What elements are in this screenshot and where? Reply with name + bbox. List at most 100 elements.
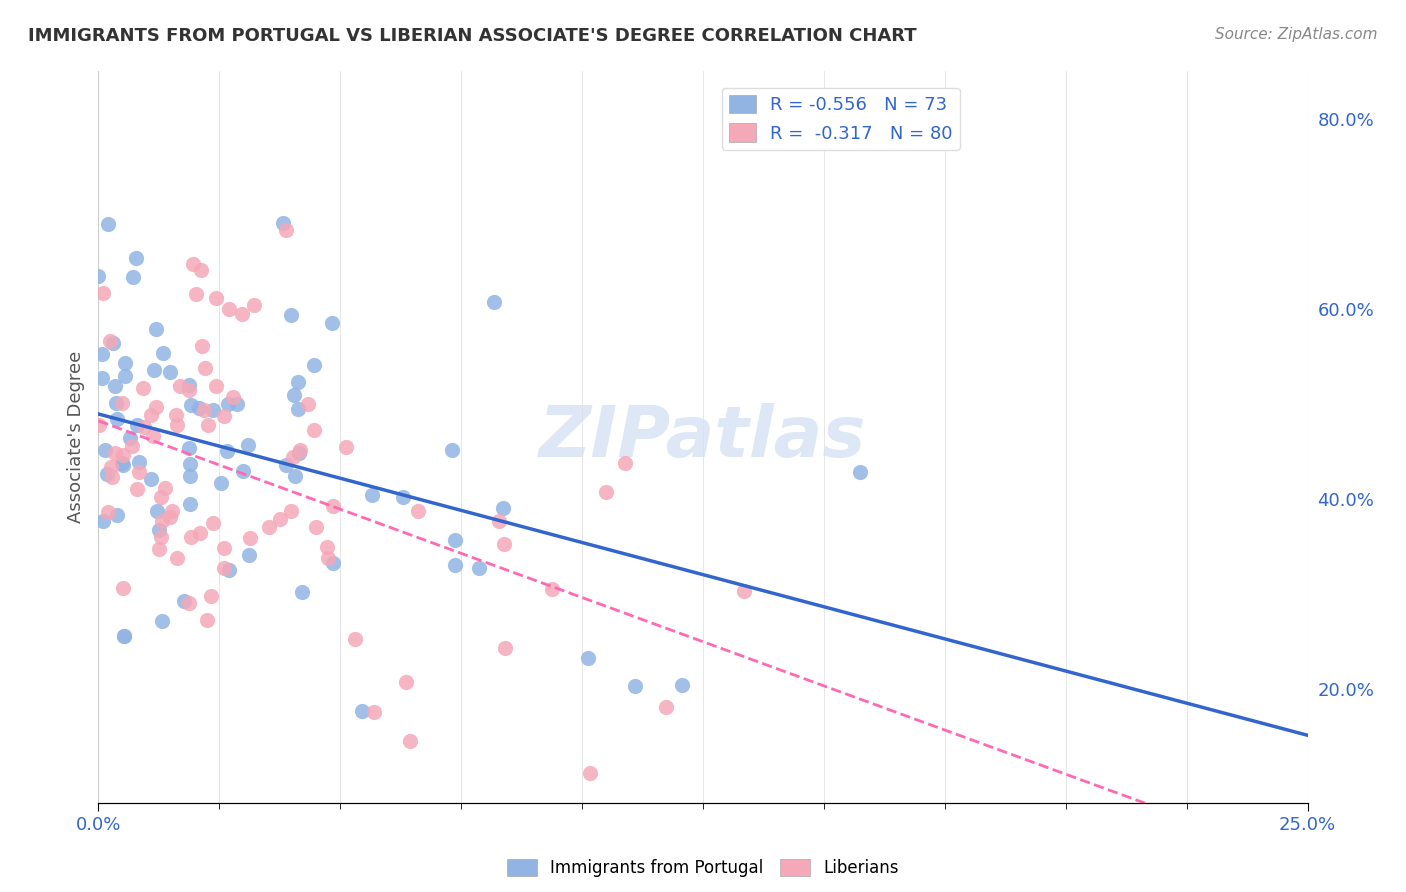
Point <box>217 396 239 410</box>
Point <box>105 412 128 426</box>
Point <box>238 548 260 562</box>
Point <box>150 614 173 628</box>
Point <box>236 438 259 452</box>
Point <box>540 582 562 596</box>
Point <box>343 632 366 647</box>
Point <box>297 397 319 411</box>
Point <box>169 378 191 392</box>
Point <box>122 270 145 285</box>
Point <box>177 378 200 392</box>
Point <box>104 445 127 459</box>
Point <box>150 514 173 528</box>
Point <box>201 516 224 530</box>
Point <box>148 523 170 537</box>
Point <box>231 307 253 321</box>
Text: ZIPatlas: ZIPatlas <box>540 402 866 472</box>
Point <box>212 561 235 575</box>
Point <box>98 334 121 348</box>
Point <box>488 514 510 528</box>
Point <box>128 466 150 480</box>
Point <box>212 541 235 556</box>
Point <box>142 429 165 443</box>
Point <box>269 511 291 525</box>
Point <box>395 675 418 690</box>
Point <box>177 441 200 455</box>
Point <box>321 316 343 330</box>
Point <box>284 469 307 483</box>
Point <box>614 457 637 471</box>
Point <box>118 430 141 444</box>
Point <box>443 533 465 548</box>
Point <box>177 596 200 610</box>
Point <box>179 468 201 483</box>
Point <box>316 551 339 566</box>
Point <box>181 257 204 271</box>
Point <box>145 400 167 414</box>
Point <box>184 286 207 301</box>
Point <box>212 409 235 423</box>
Point <box>188 401 211 415</box>
Point <box>623 679 645 693</box>
Point <box>127 482 149 496</box>
Point <box>205 291 228 305</box>
Point <box>94 442 117 457</box>
Point <box>280 308 302 322</box>
Point <box>111 457 134 471</box>
Point <box>494 641 516 656</box>
Point <box>363 706 385 720</box>
Point <box>145 321 167 335</box>
Point <box>112 581 135 595</box>
Point <box>146 504 169 518</box>
Point <box>655 699 678 714</box>
Point <box>105 508 128 522</box>
Point <box>128 455 150 469</box>
Point <box>90 371 112 385</box>
Point <box>191 339 214 353</box>
Point <box>166 551 188 566</box>
Point <box>218 301 240 316</box>
Point <box>125 251 148 265</box>
Point <box>283 388 305 402</box>
Point <box>406 504 429 518</box>
Point <box>97 217 120 231</box>
Point <box>166 418 188 433</box>
Text: Source: ZipAtlas.com: Source: ZipAtlas.com <box>1215 27 1378 42</box>
Point <box>576 651 599 665</box>
Point <box>287 402 309 417</box>
Point <box>200 589 222 603</box>
Point <box>87 269 110 284</box>
Point <box>322 499 344 513</box>
Point <box>242 298 264 312</box>
Point <box>595 485 617 500</box>
Point <box>305 520 328 534</box>
Point <box>127 418 149 433</box>
Point <box>494 537 516 551</box>
Point <box>90 346 112 360</box>
Point <box>141 409 163 423</box>
Point <box>111 396 134 410</box>
Point <box>87 417 110 432</box>
Point <box>194 360 217 375</box>
Point <box>392 490 415 504</box>
Point <box>111 448 134 462</box>
Legend: Immigrants from Portugal, Liberians: Immigrants from Portugal, Liberians <box>501 852 905 884</box>
Point <box>97 506 120 520</box>
Text: IMMIGRANTS FROM PORTUGAL VS LIBERIAN ASSOCIATE'S DEGREE CORRELATION CHART: IMMIGRANTS FROM PORTUGAL VS LIBERIAN ASS… <box>28 27 917 45</box>
Point <box>121 439 143 453</box>
Point <box>100 460 122 475</box>
Point <box>316 540 339 554</box>
Point <box>281 450 304 464</box>
Point <box>232 464 254 478</box>
Point <box>360 488 382 502</box>
Point <box>276 458 298 472</box>
Point <box>302 423 325 437</box>
Point <box>578 766 600 780</box>
Point <box>180 398 202 412</box>
Point <box>209 476 232 491</box>
Legend: R = -0.556   N = 73, R =  -0.317   N = 80: R = -0.556 N = 73, R = -0.317 N = 80 <box>721 87 960 150</box>
Point <box>280 503 302 517</box>
Point <box>225 397 247 411</box>
Point <box>179 383 201 397</box>
Point <box>153 481 176 495</box>
Point <box>218 563 240 577</box>
